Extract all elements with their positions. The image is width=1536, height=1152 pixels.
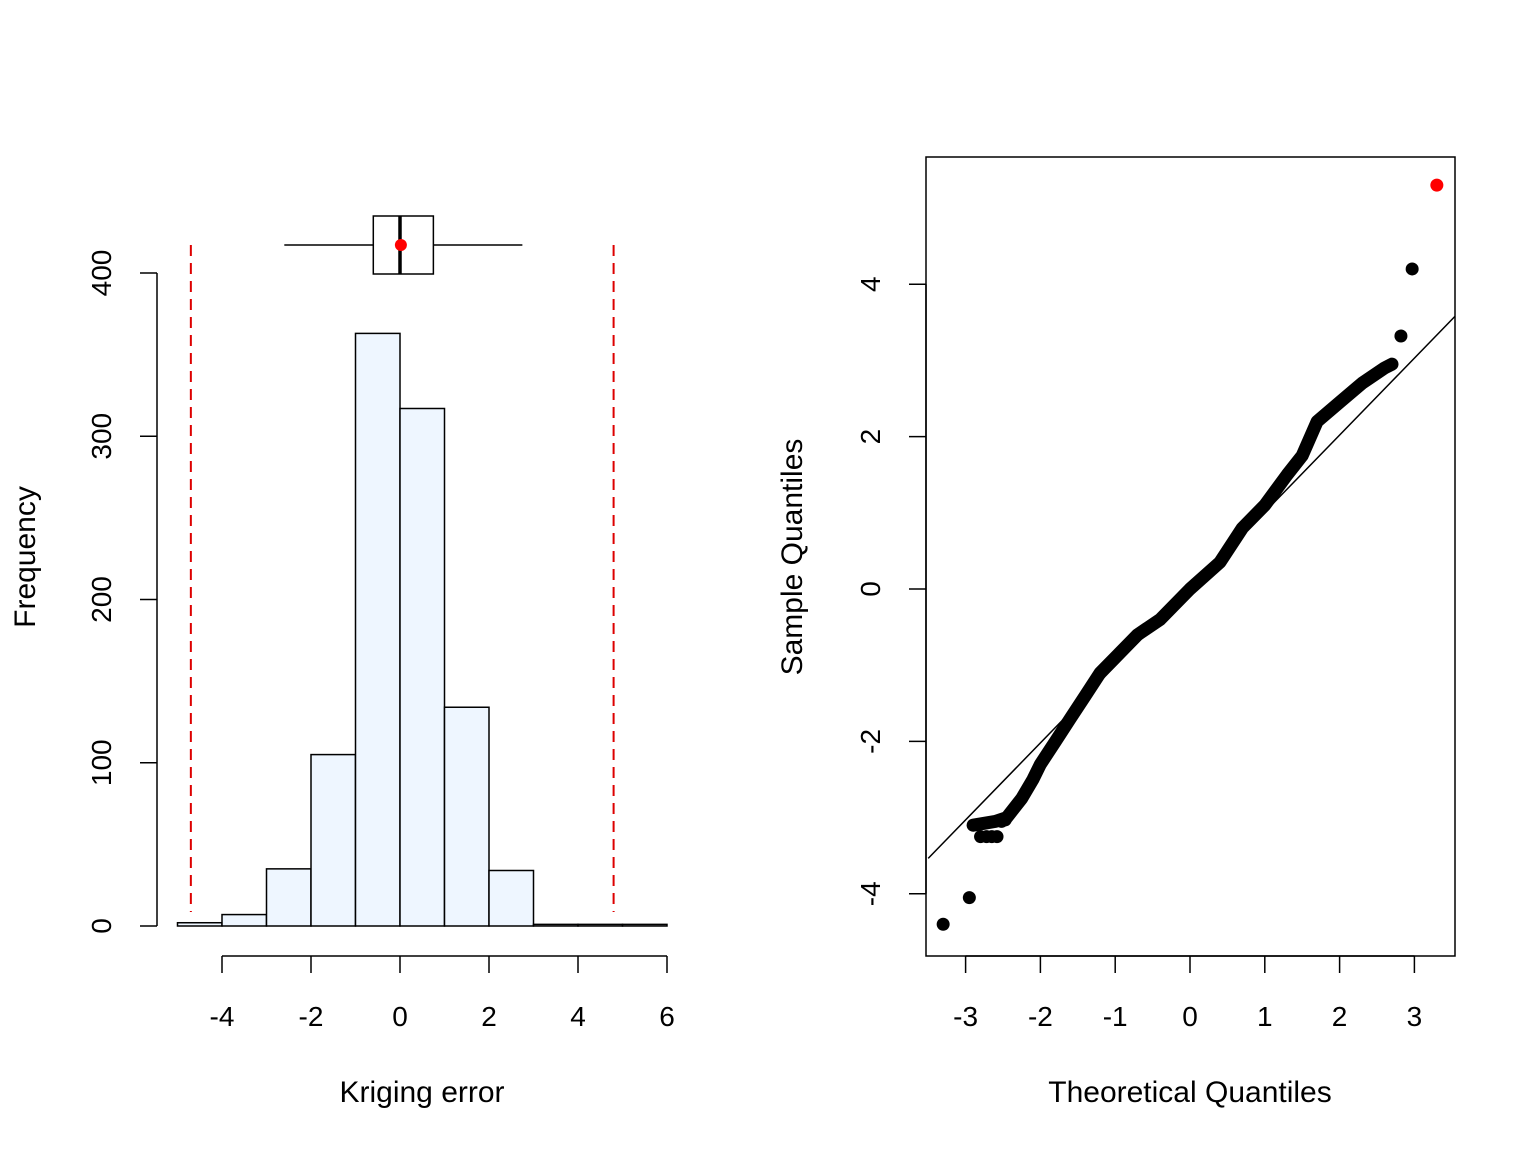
qq-plot-area	[927, 178, 1455, 931]
y-tick-label: 400	[86, 250, 117, 297]
histogram-reference-lines	[189, 245, 615, 912]
x-tick-label: 3	[1407, 1001, 1423, 1032]
qq-x-axis-title: Theoretical Quantiles	[1048, 1076, 1331, 1109]
histogram-boxplot	[284, 215, 523, 275]
x-tick-label: -4	[210, 1001, 235, 1032]
qq-outlier-point	[1430, 178, 1444, 192]
y-tick-label: -4	[855, 881, 886, 906]
x-tick-label: 2	[481, 1001, 497, 1032]
histogram-x-axis: -4 -2 0 2 4 6	[210, 955, 675, 1032]
x-tick-label: -1	[1103, 1001, 1128, 1032]
qq-point	[1394, 329, 1408, 343]
boxplot-mean-point	[394, 239, 407, 251]
y-tick-label: 0	[86, 918, 117, 934]
histogram-bar	[488, 869, 535, 927]
histogram-bar	[176, 921, 223, 927]
y-tick-label: 2	[855, 429, 886, 445]
qq-dense-points	[966, 357, 1399, 832]
qq-point	[1405, 262, 1419, 276]
histogram-y-axis: 0 100 200 300 400	[86, 250, 158, 934]
x-tick-label: 0	[1182, 1001, 1198, 1032]
qq-x-axis: -3 -2 -1 0 1 2 3	[953, 955, 1423, 1032]
histogram-y-axis-title: Frequency	[9, 486, 42, 628]
y-tick-label: -2	[855, 729, 886, 754]
qq-point	[962, 891, 976, 905]
histogram-x-axis-title: Kriging error	[339, 1076, 504, 1109]
histogram-bar	[354, 332, 401, 927]
histogram-bar	[221, 913, 268, 927]
qq-point	[990, 830, 1004, 844]
x-tick-label: 6	[659, 1001, 675, 1032]
x-tick-label: -2	[299, 1001, 324, 1032]
histogram-bar	[399, 407, 446, 927]
histogram-bar	[265, 868, 312, 927]
histogram-panel: 0 100 200 300 400 -4 -2 0 2 4 6 Kriging error Fre…	[9, 215, 675, 1109]
qq-point	[936, 917, 950, 931]
x-tick-label: 0	[392, 1001, 408, 1032]
qq-point	[998, 813, 1012, 827]
x-tick-label: 2	[1332, 1001, 1348, 1032]
qq-plot-panel: -4 -2 0 2 4 -3 -2 -1 0 1 2 3 Theoretical Quantiles…	[776, 156, 1456, 1109]
x-tick-label: -2	[1028, 1001, 1053, 1032]
y-tick-label: 0	[855, 581, 886, 597]
y-tick-label: 4	[855, 276, 886, 292]
histogram-bar	[532, 923, 579, 927]
qq-plot-frame	[925, 156, 1456, 957]
qq-y-axis-title: Sample Quantiles	[776, 439, 809, 676]
y-tick-label: 200	[86, 576, 117, 623]
histogram-bar	[621, 923, 668, 927]
histogram-bar	[310, 753, 357, 927]
x-tick-label: 1	[1257, 1001, 1273, 1032]
histogram-bars	[176, 332, 668, 927]
y-tick-label: 100	[86, 739, 117, 786]
x-tick-label: 4	[570, 1001, 586, 1032]
histogram-bar	[443, 706, 490, 927]
x-tick-label: -3	[953, 1001, 978, 1032]
histogram-bar	[577, 923, 624, 927]
y-tick-label: 300	[86, 413, 117, 460]
qq-y-axis: -4 -2 0 2 4	[855, 276, 927, 906]
